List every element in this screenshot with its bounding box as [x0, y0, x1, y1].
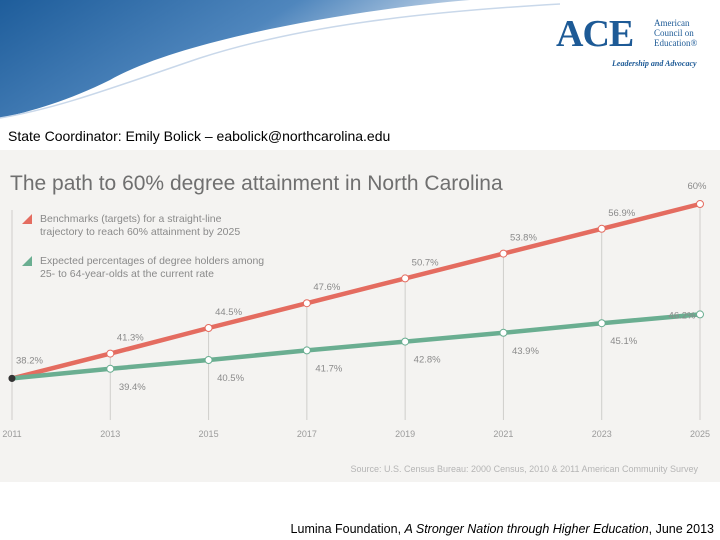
expected-data-label: 40.5%	[217, 373, 244, 384]
x-tick-label: 2011	[2, 429, 21, 439]
expected-data-point	[106, 364, 115, 373]
ace-org-line: American	[654, 18, 690, 28]
expected-data-label: 42.8%	[414, 355, 441, 366]
x-tick-label: 2023	[592, 429, 612, 439]
expected-legend-swatch	[22, 256, 32, 266]
ace-tagline: Leadership and Advocacy	[612, 59, 697, 68]
ace-logo: ACE American Council on Education® Leade…	[556, 14, 706, 70]
expected-data-label: 46.2%	[669, 310, 696, 321]
benchmark-data-label: 60%	[687, 181, 707, 192]
state-coordinator-text: State Coordinator: Emily Bolick – eaboli…	[8, 128, 391, 144]
chart-title: The path to 60% degree attainment in Nor…	[10, 172, 503, 195]
benchmark-data-point	[302, 299, 311, 308]
benchmark-data-label: 53.8%	[510, 233, 537, 244]
attainment-chart: The path to 60% degree attainment in Nor…	[2, 172, 710, 474]
benchmark-data-label: 38.2%	[16, 355, 43, 366]
benchmark-series-line	[9, 201, 703, 381]
ace-org-line: Council on	[654, 28, 694, 38]
chart-source-note: Source: U.S. Census Bureau: 2000 Census,…	[350, 464, 698, 474]
benchmark-data-label: 50.7%	[412, 257, 439, 268]
x-tick-label: 2025	[690, 429, 710, 439]
x-tick-label: 2019	[395, 429, 415, 439]
ace-org-name: American Council on Education®	[654, 18, 697, 48]
x-tick-label: 2013	[100, 429, 120, 439]
benchmark-data-point	[696, 200, 704, 208]
source-footer: Lumina Foundation, A Stronger Nation thr…	[291, 522, 714, 536]
expected-data-label: 45.1%	[610, 336, 637, 347]
footer-title: A Stronger Nation through Higher Educati…	[404, 522, 649, 536]
expected-data-label: 43.9%	[512, 346, 539, 357]
benchmark-data-point	[499, 249, 508, 258]
expected-data-point	[597, 319, 606, 328]
benchmark-data-label: 44.5%	[215, 307, 242, 318]
expected-data-label: 41.7%	[315, 363, 342, 374]
benchmark-data-label: 41.3%	[117, 333, 144, 344]
expected-legend-label: Expected percentages of degree holders a…	[40, 255, 264, 280]
expected-data-point	[696, 310, 704, 319]
footer-prefix: Lumina Foundation,	[290, 522, 405, 536]
x-tick-label: 2015	[199, 429, 219, 439]
expected-data-point	[499, 328, 508, 337]
benchmark-data-label: 56.9%	[608, 208, 635, 219]
benchmark-legend-swatch	[22, 214, 32, 224]
ace-wordmark: ACE	[556, 13, 634, 55]
ace-org-line: Education®	[654, 38, 698, 48]
chart-panel	[0, 150, 720, 482]
expected-data-label: 39.4%	[119, 382, 146, 393]
x-tick-label: 2017	[297, 429, 317, 439]
expected-data-point	[302, 346, 311, 355]
start-data-point	[8, 374, 16, 382]
benchmark-data-point	[106, 349, 115, 358]
benchmark-data-point	[597, 224, 606, 233]
benchmark-legend-label: Benchmarks (targets) for a straight-line…	[40, 213, 240, 238]
benchmark-data-point	[401, 274, 410, 283]
expected-series-line	[9, 312, 703, 381]
benchmark-data-label: 47.6%	[313, 282, 340, 293]
benchmark-data-point	[204, 324, 213, 332]
footer-suffix: , June 2013	[648, 522, 714, 536]
expected-data-point	[401, 337, 410, 346]
expected-data-point	[204, 356, 213, 364]
x-tick-label: 2021	[493, 429, 513, 439]
